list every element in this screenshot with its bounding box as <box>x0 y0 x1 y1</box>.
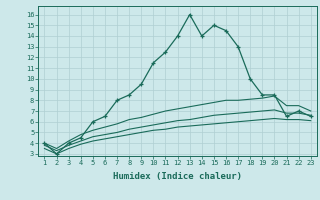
X-axis label: Humidex (Indice chaleur): Humidex (Indice chaleur) <box>113 172 242 181</box>
